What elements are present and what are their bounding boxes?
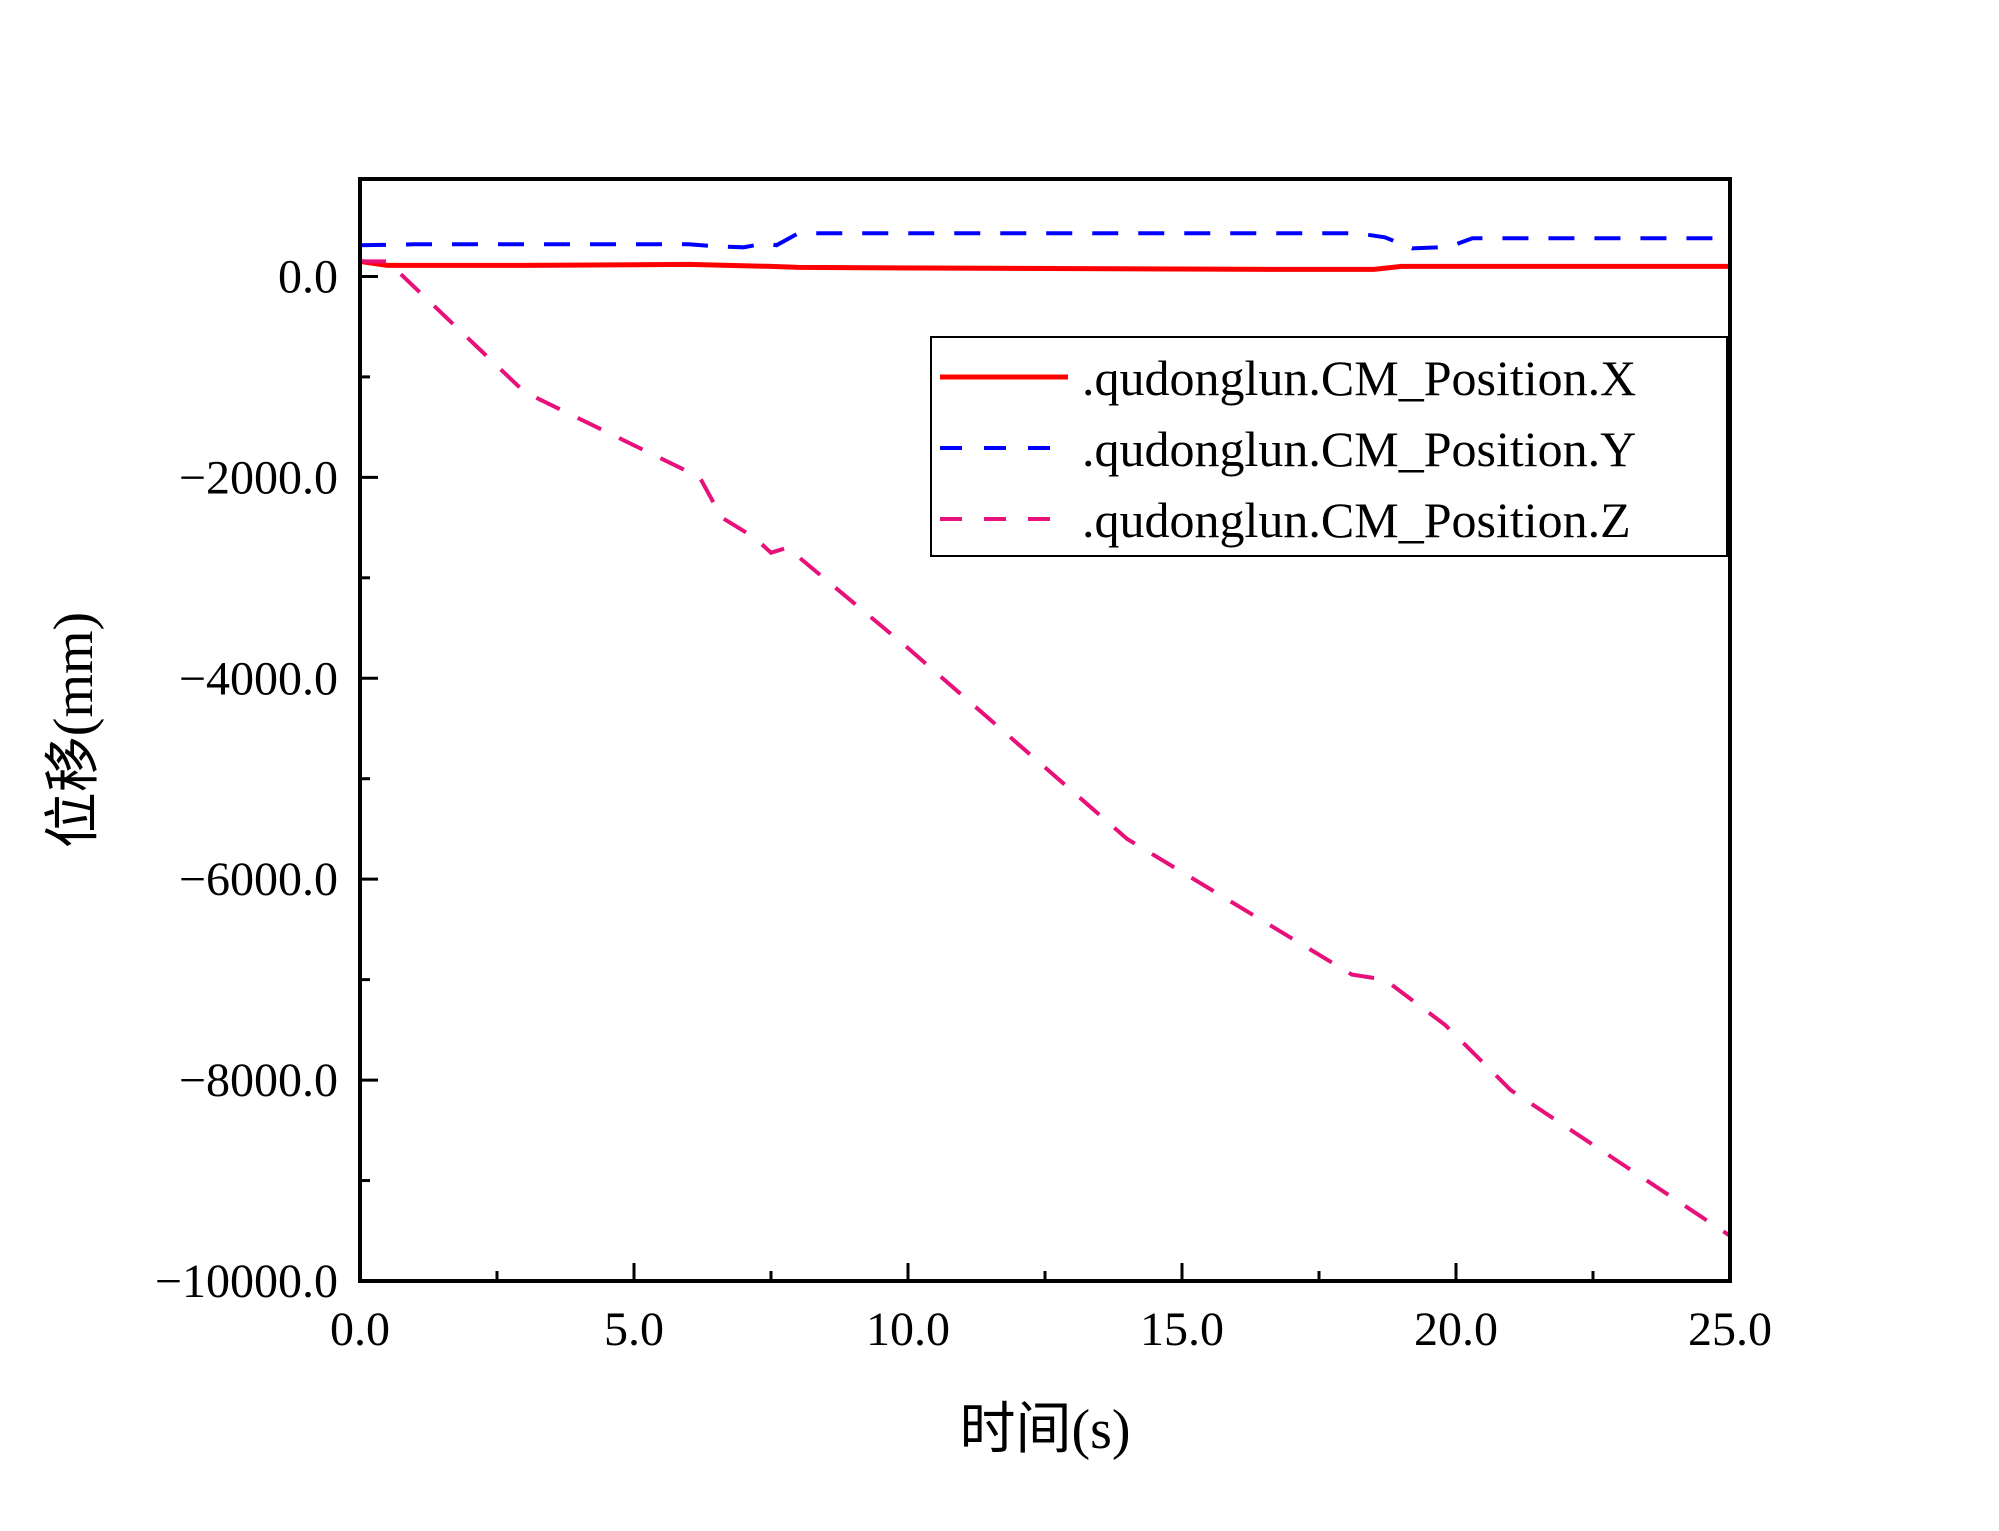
y-tick-label: −4000.0 — [179, 652, 338, 705]
x-tick-label: 25.0 — [1688, 1303, 1772, 1356]
x-tick-label: 20.0 — [1414, 1303, 1498, 1356]
legend: .qudonglun.CM_Position.X .qudonglun.CM_Po… — [930, 336, 1728, 557]
x-axis-label: 时间(s) — [959, 1399, 1130, 1461]
x-tick-label: 0.0 — [330, 1303, 390, 1356]
axis-ticks: 0.0 5.0 10.0 15.0 20.0 25.0 0.0 −2000.0 −4000.0 −… — [155, 250, 1772, 1356]
y-tick-label: −8000.0 — [179, 1054, 338, 1107]
legend-label: .qudonglun.CM_Position.Z — [1082, 492, 1631, 548]
y-tick-label: 0.0 — [278, 250, 338, 303]
series-line-1 — [359, 231, 1730, 251]
x-tick-label: 15.0 — [1140, 1303, 1224, 1356]
legend-box — [930, 336, 1728, 557]
series-lines — [359, 231, 1732, 1238]
y-tick-label: −10000.0 — [155, 1255, 338, 1308]
legend-label: .qudonglun.CM_Position.Y — [1082, 421, 1636, 477]
y-tick-label: −6000.0 — [179, 853, 338, 906]
series-line-2 — [360, 259, 1732, 1238]
y-tick-label: −2000.0 — [179, 451, 338, 504]
x-tick-label: 10.0 — [866, 1303, 950, 1356]
y-axis-label: 位移(mm) — [43, 612, 105, 848]
series-line-0 — [359, 258, 1730, 272]
x-tick-label: 5.0 — [604, 1303, 664, 1356]
legend-label: .qudonglun.CM_Position.X — [1082, 350, 1636, 406]
